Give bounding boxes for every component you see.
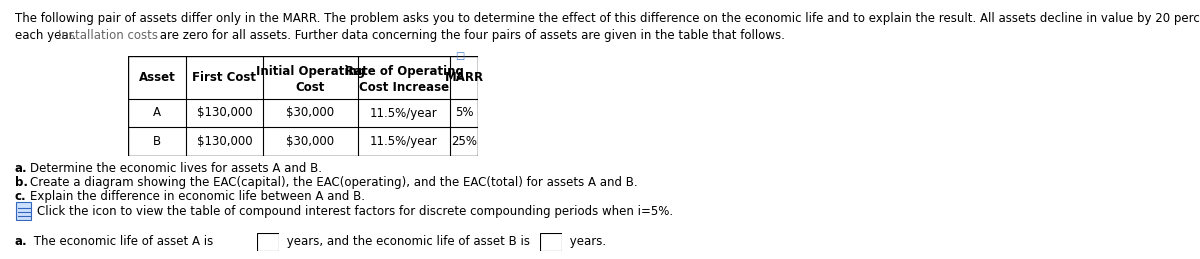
Text: First Cost: First Cost: [192, 71, 257, 84]
Text: a.: a.: [14, 235, 28, 248]
Text: Create a diagram showing the EAC(capital), the EAC(operating), and the EAC(total: Create a diagram showing the EAC(capital…: [30, 176, 637, 189]
Text: $130,000: $130,000: [197, 135, 252, 148]
Text: c.: c.: [14, 190, 26, 203]
Text: each year.: each year.: [14, 29, 80, 42]
Text: b.: b.: [14, 176, 28, 189]
Text: Cost: Cost: [296, 81, 325, 94]
Text: $30,000: $30,000: [287, 135, 335, 148]
Text: Determine the economic lives for assets A and B.: Determine the economic lives for assets …: [30, 162, 322, 175]
Text: A: A: [154, 106, 161, 119]
Text: Click the icon to view the table of compound interest factors for discrete compo: Click the icon to view the table of comp…: [37, 205, 673, 219]
Text: Cost Increase: Cost Increase: [359, 81, 449, 94]
Text: B: B: [152, 135, 161, 148]
Text: Asset: Asset: [139, 71, 175, 84]
FancyBboxPatch shape: [16, 202, 31, 220]
Text: $30,000: $30,000: [287, 106, 335, 119]
Text: Rate of Operating: Rate of Operating: [344, 65, 463, 78]
Text: Explain the difference in economic life between A and B.: Explain the difference in economic life …: [30, 190, 365, 203]
Text: Initial Operating: Initial Operating: [256, 65, 365, 78]
Text: The economic life of asset A is: The economic life of asset A is: [30, 235, 212, 248]
Text: $130,000: $130,000: [197, 106, 252, 119]
Text: are zero for all assets. Further data concerning the four pairs of assets are gi: are zero for all assets. Further data co…: [156, 29, 785, 42]
Text: years.: years.: [566, 235, 606, 248]
Text: 11.5%/year: 11.5%/year: [370, 135, 438, 148]
Text: a.: a.: [14, 162, 28, 175]
Text: □: □: [455, 51, 464, 61]
Text: MARR: MARR: [444, 71, 484, 84]
Text: 11.5%/year: 11.5%/year: [370, 106, 438, 119]
Text: The following pair of assets differ only in the MARR. The problem asks you to de: The following pair of assets differ only…: [14, 12, 1200, 25]
Text: 5%: 5%: [455, 106, 473, 119]
Text: 25%: 25%: [451, 135, 478, 148]
Text: Installation costs: Installation costs: [58, 29, 158, 42]
Text: years, and the economic life of asset B is: years, and the economic life of asset B …: [283, 235, 530, 248]
